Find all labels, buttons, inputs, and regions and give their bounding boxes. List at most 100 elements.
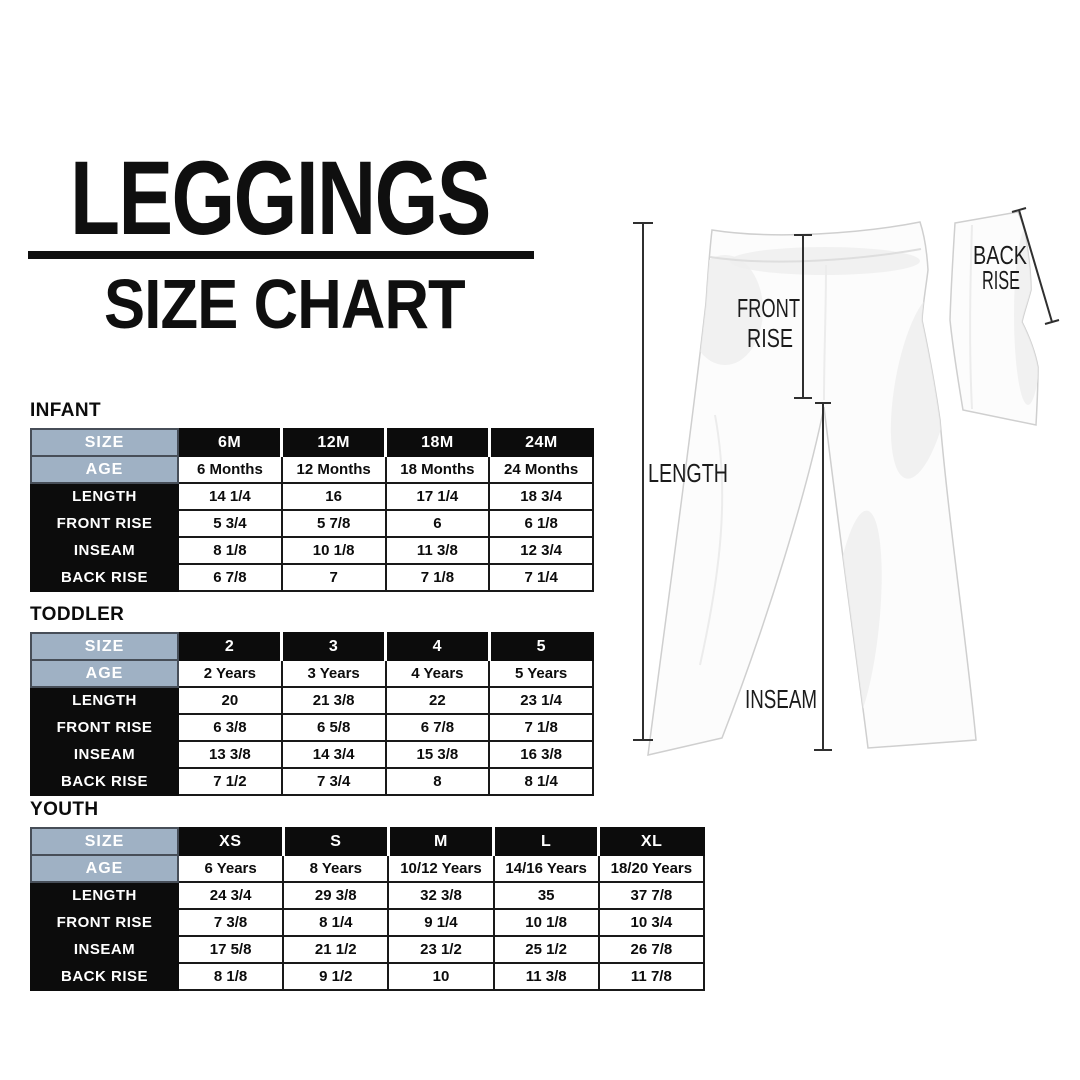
measurement-cell: 7 1/4 (488, 563, 594, 592)
table-row: LENGTH 20 21 3/8 22 23 1/4 (30, 686, 594, 715)
size-table-section: INFANT SIZE 6M 12M 18M 24M AGE 6 Months 12 Month… (30, 400, 594, 592)
measurement-cell: 7 (280, 563, 387, 592)
measurement-cell: 6 3/8 (177, 713, 283, 742)
table-row: FRONT RISE 7 3/8 8 1/4 9 1/4 10 1/8 10 3/4 (30, 908, 706, 937)
page-title: LEGGINGS (70, 140, 491, 257)
age-cell: 2 Years (177, 659, 283, 688)
measurement-cell: 10 3/4 (597, 908, 706, 937)
measurement-cell: 6 1/8 (488, 509, 594, 538)
measurement-cell: 32 3/8 (387, 881, 495, 910)
length-label: LENGTH (648, 458, 728, 488)
row-header: INSEAM (30, 536, 179, 565)
measurement-cell: 11 7/8 (597, 962, 706, 991)
size-table-section: TODDLER SIZE 2 3 4 5 AGE 2 Years 3 Years 4 Years 5… (30, 604, 594, 796)
size-chart-table: SIZE 6M 12M 18M 24M AGE 6 Months 12 Months 18 Mo… (30, 428, 594, 592)
length-measure-line (633, 222, 653, 741)
back-rise-measure-line (1011, 207, 1060, 325)
back-rise-label-line1: BACK (973, 240, 1027, 270)
front-rise-measure-line (794, 234, 812, 399)
row-header: AGE (30, 659, 179, 688)
table-row: LENGTH 24 3/4 29 3/8 32 3/8 35 37 7/8 (30, 881, 706, 910)
leggings-measurement-diagram: FRONT RISE BACK RISE LENGTH INSEAM (620, 195, 1080, 795)
size-header-cell: 12M (280, 428, 387, 457)
row-header: INSEAM (30, 935, 179, 964)
measurement-cell: 14 3/4 (280, 740, 387, 769)
measurement-cell: 10 (387, 962, 495, 991)
row-header: FRONT RISE (30, 908, 179, 937)
row-header: BACK RISE (30, 563, 179, 592)
leggings-front-shape (647, 221, 977, 756)
size-header-cell: XS (176, 827, 285, 856)
measurement-cell: 6 5/8 (280, 713, 387, 742)
table-row: AGE 6 Years 8 Years 10/12 Years 14/16 Years 1… (30, 854, 706, 883)
row-header: LENGTH (30, 881, 179, 910)
measurement-cell: 35 (492, 881, 600, 910)
measurement-cell: 14 1/4 (177, 482, 283, 511)
measurement-cell: 7 1/8 (384, 563, 491, 592)
size-chart-table: SIZE 2 3 4 5 AGE 2 Years 3 Years 4 Years 5 Years L… (30, 632, 594, 796)
table-row: INSEAM 8 1/8 10 1/8 11 3/8 12 3/4 (30, 536, 594, 565)
size-header-cell: 4 (384, 632, 491, 661)
row-header: BACK RISE (30, 962, 179, 991)
table-row: SIZE XS S M L XL (30, 827, 706, 856)
section-title: TODDLER (30, 604, 125, 625)
measurement-cell: 8 1/4 (488, 767, 594, 796)
table-row: LENGTH 14 1/4 16 17 1/4 18 3/4 (30, 482, 594, 511)
measurement-cell: 18 3/4 (488, 482, 594, 511)
table-row: AGE 6 Months 12 Months 18 Months 24 Months (30, 455, 594, 484)
age-cell: 18/20 Years (597, 854, 706, 883)
measurement-cell: 16 (280, 482, 387, 511)
row-header: BACK RISE (30, 767, 179, 796)
row-header: FRONT RISE (30, 509, 179, 538)
measurement-cell: 8 1/4 (282, 908, 390, 937)
measurement-cell: 11 3/8 (492, 962, 600, 991)
inseam-measure-line (814, 402, 832, 751)
measurement-cell: 8 (384, 767, 491, 796)
row-header: LENGTH (30, 482, 179, 511)
table-row: SIZE 2 3 4 5 (30, 632, 594, 661)
size-header-cell: 24M (487, 428, 594, 457)
measurement-cell: 5 7/8 (280, 509, 387, 538)
measurement-cell: 16 3/8 (488, 740, 594, 769)
measurement-cell: 17 1/4 (384, 482, 491, 511)
age-cell: 3 Years (280, 659, 387, 688)
table-row: INSEAM 13 3/8 14 3/4 15 3/8 16 3/8 (30, 740, 594, 769)
row-header: AGE (30, 455, 179, 484)
size-header-cell: L (492, 827, 600, 856)
age-cell: 4 Years (384, 659, 491, 688)
measurement-cell: 21 3/8 (280, 686, 387, 715)
row-header: LENGTH (30, 686, 179, 715)
age-cell: 8 Years (282, 854, 390, 883)
row-header: INSEAM (30, 740, 179, 769)
measurement-cell: 8 1/8 (177, 536, 283, 565)
size-header-cell: 5 (487, 632, 594, 661)
size-header-cell: 6M (177, 428, 283, 457)
size-header-cell: XL (597, 827, 706, 856)
measurement-cell: 23 1/2 (387, 935, 495, 964)
measurement-cell: 11 3/8 (384, 536, 491, 565)
measurement-cell: 8 1/8 (176, 962, 285, 991)
measurement-cell: 24 3/4 (176, 881, 285, 910)
measurement-cell: 6 (384, 509, 491, 538)
size-header-cell: M (386, 827, 495, 856)
size-header-cell: 18M (384, 428, 491, 457)
age-cell: 10/12 Years (387, 854, 495, 883)
row-header: SIZE (30, 428, 179, 457)
measurement-cell: 29 3/8 (282, 881, 390, 910)
measurement-cell: 23 1/4 (488, 686, 594, 715)
waistband-seam (709, 248, 922, 263)
leggings-illustration: FRONT RISE BACK RISE LENGTH INSEAM (633, 207, 1060, 756)
age-cell: 24 Months (488, 455, 594, 484)
front-rise-label-line2: RISE (747, 323, 793, 353)
size-header-cell: 3 (280, 632, 387, 661)
table-row: FRONT RISE 6 3/8 6 5/8 6 7/8 7 1/8 (30, 713, 594, 742)
measurement-cell: 20 (177, 686, 283, 715)
row-header: SIZE (30, 632, 179, 661)
table-row: AGE 2 Years 3 Years 4 Years 5 Years (30, 659, 594, 688)
front-rise-label-line1: FRONT (737, 293, 800, 323)
age-cell: 18 Months (384, 455, 491, 484)
measurement-cell: 9 1/4 (387, 908, 495, 937)
measurement-cell: 26 7/8 (597, 935, 706, 964)
measurement-cell: 10 1/8 (492, 908, 600, 937)
